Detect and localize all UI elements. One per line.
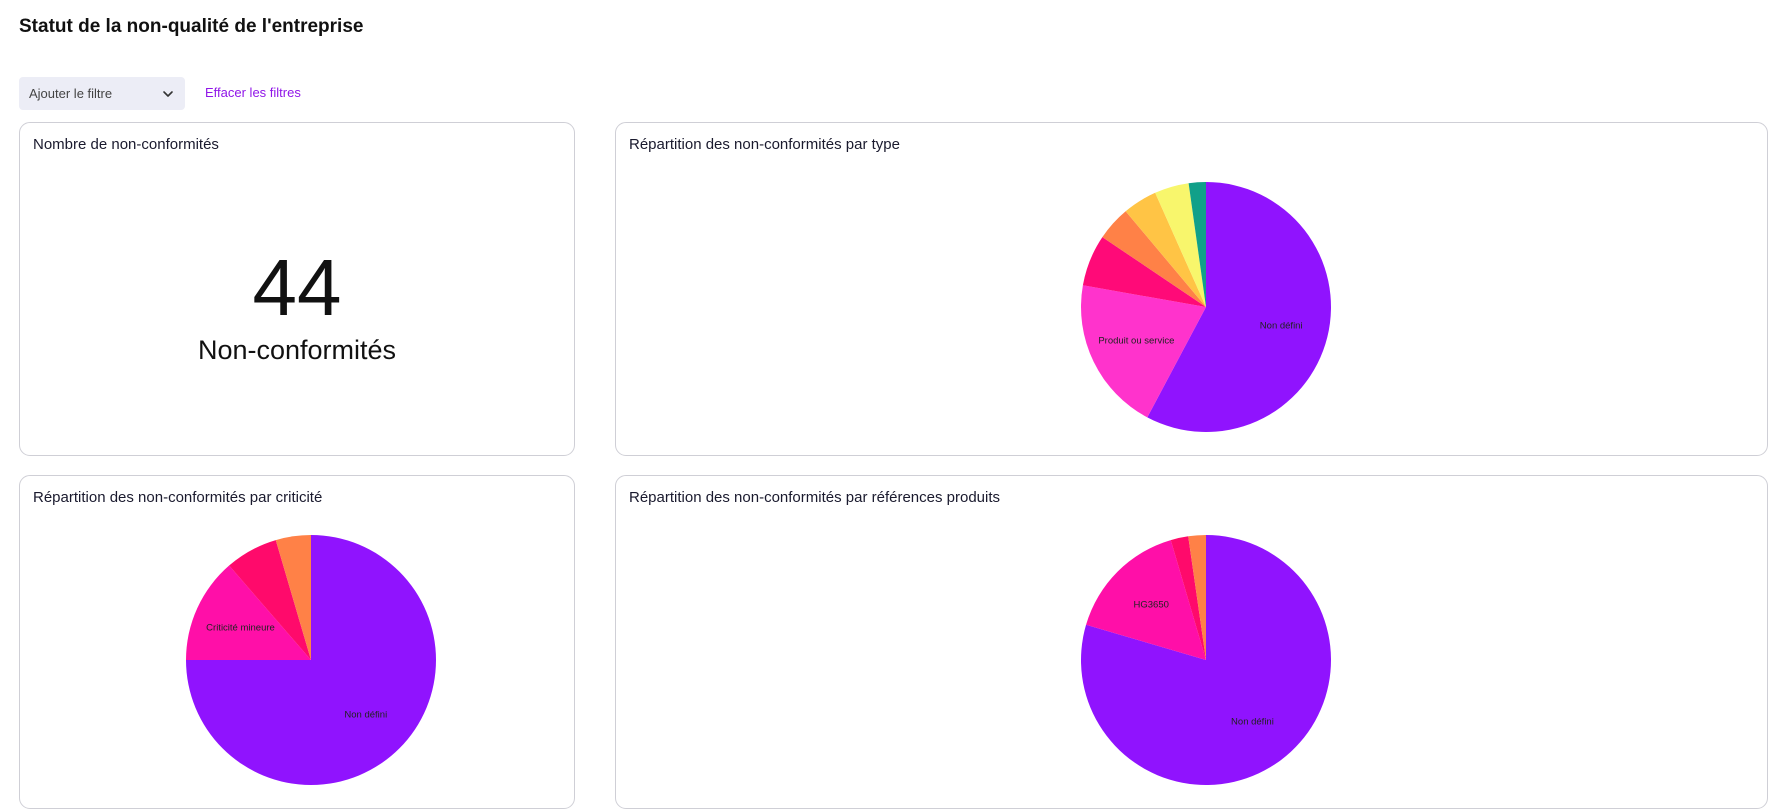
criticality-pie-chart: Non défini Criticité mineure	[186, 535, 436, 785]
pie-label-non-defini: Non défini	[344, 709, 387, 720]
pie-label-criticite-mineure: Criticité mineure	[206, 622, 275, 633]
add-filter-dropdown[interactable]: Ajouter le filtre	[19, 77, 185, 110]
add-filter-label: Ajouter le filtre	[29, 86, 113, 101]
count-card-title: Nombre de non-conformités	[33, 136, 219, 153]
references-chart-card: Répartition des non-conformités par réfé…	[615, 475, 1768, 809]
type-chart-card: Répartition des non-conformités par type…	[615, 122, 1768, 456]
clear-filters-link[interactable]: Effacer les filtres	[205, 85, 301, 100]
references-pie-chart: Non défini HG3650	[1081, 535, 1331, 785]
pie-slice-2[interactable]	[229, 540, 311, 660]
references-chart-title: Répartition des non-conformités par réfé…	[629, 489, 1001, 506]
pie-slice-hg3650[interactable]	[1086, 540, 1206, 660]
pie-slice-6[interactable]	[1188, 182, 1206, 307]
pie-slice-3[interactable]	[1102, 211, 1206, 307]
type-pie-chart: Non défini Produit ou service	[1081, 182, 1331, 433]
pie-slice-produit-ou-service[interactable]	[1081, 285, 1206, 418]
pie-slice-3[interactable]	[1188, 535, 1206, 660]
chevron-down-icon	[163, 90, 173, 97]
pie-slice-4[interactable]	[1125, 192, 1206, 307]
pie-slice-5[interactable]	[1155, 183, 1206, 307]
pie-label-produit-ou-service: Produit ou service	[1098, 335, 1174, 346]
pie-label-non-defini: Non défini	[1231, 717, 1274, 728]
nonconformity-count-label: Non-conformités	[197, 335, 397, 365]
pie-label-non-defini: Non défini	[1260, 320, 1303, 331]
pie-slice-3[interactable]	[275, 535, 311, 660]
nonconformity-count-value: 44	[252, 243, 342, 332]
criticality-chart-card: Répartition des non-conformités par crit…	[19, 475, 575, 809]
pie-slice-non-defini[interactable]	[1147, 182, 1331, 433]
count-card: Nombre de non-conformités 44 Non-conform…	[19, 122, 575, 456]
criticality-chart-title: Répartition des non-conformités par crit…	[33, 489, 323, 506]
pie-label-hg3650: HG3650	[1134, 600, 1169, 611]
pie-slice-criticite-mineure[interactable]	[186, 565, 311, 660]
page-title: Statut de la non-qualité de l'entreprise	[19, 16, 364, 37]
type-chart-title: Répartition des non-conformités par type	[629, 136, 900, 153]
pie-slice-2[interactable]	[1170, 536, 1206, 660]
pie-slice-2[interactable]	[1082, 237, 1206, 307]
